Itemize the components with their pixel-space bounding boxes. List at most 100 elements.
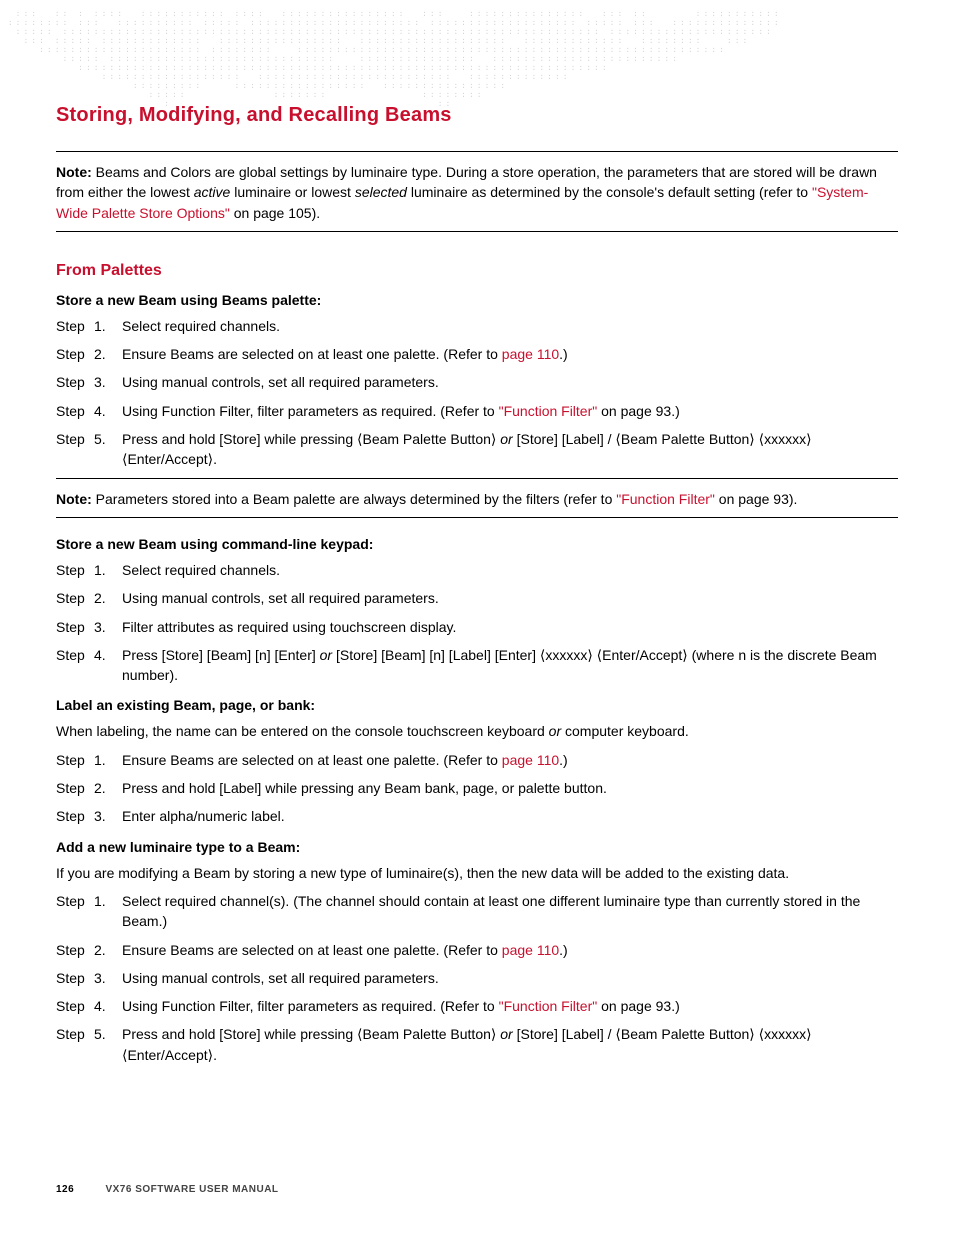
step-word: Step: [56, 560, 94, 580]
step-item: Step 1. Select required channels.: [56, 560, 898, 580]
procedure-intro: If you are modifying a Beam by storing a…: [56, 863, 898, 883]
procedure-heading: Store a new Beam using Beams palette:: [56, 292, 898, 308]
step-word: Step: [56, 344, 94, 364]
step-word: Step: [56, 940, 94, 960]
step-item: Step 3. Using manual controls, set all r…: [56, 372, 898, 392]
step-word: Step: [56, 891, 94, 932]
step-text: Using manual controls, set all required …: [122, 372, 898, 392]
step-number: 1.: [94, 891, 122, 932]
footer-title: VX76 SOFTWARE USER MANUAL: [105, 1184, 278, 1195]
step-number: 1.: [94, 560, 122, 580]
step-text: Ensure Beams are selected on at least on…: [122, 750, 898, 770]
step-item: Step 3. Enter alpha/numeric label.: [56, 806, 898, 826]
step-number: 2.: [94, 344, 122, 364]
italic-or: or: [500, 1026, 512, 1042]
link-page-110[interactable]: page 110: [502, 752, 559, 768]
step-text: Using Function Filter, filter parameters…: [122, 401, 898, 421]
note-text: luminaire as determined by the console's…: [407, 184, 812, 200]
link-page-110[interactable]: page 110: [502, 942, 559, 958]
italic-or: or: [320, 647, 332, 663]
step-text: Using manual controls, set all required …: [122, 968, 898, 988]
step-number: 4.: [94, 996, 122, 1016]
procedure-intro: When labeling, the name can be entered o…: [56, 721, 898, 741]
step-list: Step 1. Ensure Beams are selected on at …: [56, 750, 898, 827]
step-number: 2.: [94, 778, 122, 798]
page: ::: :: : :::: ::::::::::: :::: :::::::::…: [0, 0, 954, 1235]
rule: [56, 517, 898, 518]
step-number: 3.: [94, 968, 122, 988]
step-number: 2.: [94, 588, 122, 608]
step-number: 2.: [94, 940, 122, 960]
step-number: 4.: [94, 645, 122, 686]
step-number: 3.: [94, 372, 122, 392]
step-item: Step 1. Ensure Beams are selected on at …: [56, 750, 898, 770]
step-item: Step 5. Press and hold [Store] while pre…: [56, 429, 898, 470]
step-text: Press and hold [Store] while pressing ⟨B…: [122, 1024, 898, 1065]
step-text: Press and hold [Store] while pressing ⟨B…: [122, 429, 898, 470]
step-word: Step: [56, 401, 94, 421]
content: Storing, Modifying, and Recalling Beams …: [56, 0, 898, 1065]
step-item: Step 3. Filter attributes as required us…: [56, 617, 898, 637]
procedure-heading: Store a new Beam using command-line keyp…: [56, 536, 898, 552]
note-label: Note:: [56, 164, 92, 180]
rule: [56, 231, 898, 232]
section-heading-from-palettes: From Palettes: [56, 262, 898, 280]
step-word: Step: [56, 778, 94, 798]
step-list: Step 1. Select required channels. Step 2…: [56, 560, 898, 685]
step-text: Using manual controls, set all required …: [122, 588, 898, 608]
note-text: on page 105).: [230, 205, 320, 221]
step-item: Step 2. Ensure Beams are selected on at …: [56, 940, 898, 960]
step-text: Select required channels.: [122, 560, 898, 580]
italic-or: or: [500, 431, 512, 447]
link-function-filter[interactable]: "Function Filter": [499, 403, 598, 419]
step-word: Step: [56, 316, 94, 336]
page-number: 126: [56, 1184, 74, 1195]
step-item: Step 1. Select required channel(s). (The…: [56, 891, 898, 932]
italic-active: active: [194, 184, 231, 200]
step-text: Select required channels.: [122, 316, 898, 336]
note-text: Parameters stored into a Beam palette ar…: [92, 491, 616, 507]
step-item: Step 2. Using manual controls, set all r…: [56, 588, 898, 608]
step-word: Step: [56, 1024, 94, 1065]
link-page-110[interactable]: page 110: [502, 346, 559, 362]
step-word: Step: [56, 996, 94, 1016]
step-number: 5.: [94, 1024, 122, 1065]
note-1: Note: Beams and Colors are global settin…: [56, 162, 898, 223]
step-text: Using Function Filter, filter parameters…: [122, 996, 898, 1016]
step-list: Step 1. Select required channel(s). (The…: [56, 891, 898, 1065]
step-number: 1.: [94, 316, 122, 336]
page-title: Storing, Modifying, and Recalling Beams: [56, 104, 898, 127]
step-text: Select required channel(s). (The channel…: [122, 891, 898, 932]
step-item: Step 1. Select required channels.: [56, 316, 898, 336]
step-word: Step: [56, 372, 94, 392]
step-text: Ensure Beams are selected on at least on…: [122, 940, 898, 960]
step-list: Step 1. Select required channels. Step 2…: [56, 316, 898, 470]
step-item: Step 3. Using manual controls, set all r…: [56, 968, 898, 988]
step-item: Step 2. Press and hold [Label] while pre…: [56, 778, 898, 798]
step-text: Press and hold [Label] while pressing an…: [122, 778, 898, 798]
step-number: 3.: [94, 617, 122, 637]
step-number: 5.: [94, 429, 122, 470]
step-word: Step: [56, 588, 94, 608]
step-item: Step 4. Using Function Filter, filter pa…: [56, 996, 898, 1016]
note-text: on page 93).: [715, 491, 798, 507]
step-item: Step 5. Press and hold [Store] while pre…: [56, 1024, 898, 1065]
rule: [56, 478, 898, 479]
step-word: Step: [56, 617, 94, 637]
step-word: Step: [56, 968, 94, 988]
step-item: Step 4. Press [Store] [Beam] [n] [Enter]…: [56, 645, 898, 686]
note-2: Note: Parameters stored into a Beam pale…: [56, 489, 898, 509]
step-text: Enter alpha/numeric label.: [122, 806, 898, 826]
step-text: Ensure Beams are selected on at least on…: [122, 344, 898, 364]
step-word: Step: [56, 806, 94, 826]
step-word: Step: [56, 429, 94, 470]
italic-or: or: [549, 723, 561, 739]
step-word: Step: [56, 750, 94, 770]
step-number: 4.: [94, 401, 122, 421]
procedure-heading: Add a new luminaire type to a Beam:: [56, 839, 898, 855]
link-function-filter[interactable]: "Function Filter": [499, 998, 598, 1014]
link-function-filter[interactable]: "Function Filter": [616, 491, 715, 507]
note-text: luminaire or lowest: [230, 184, 355, 200]
step-item: Step 4. Using Function Filter, filter pa…: [56, 401, 898, 421]
note-label: Note:: [56, 491, 92, 507]
